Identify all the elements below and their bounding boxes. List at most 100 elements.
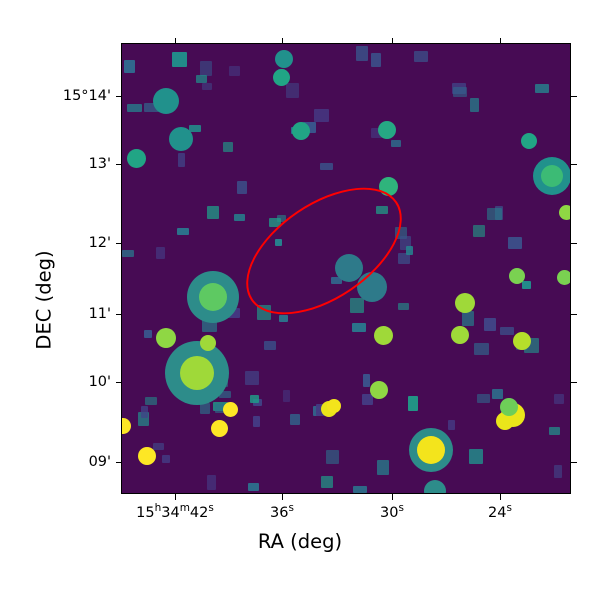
background-pixel (264, 341, 276, 350)
y-axis-label: DEC (deg) (32, 250, 56, 350)
source-marker (292, 122, 310, 140)
source-marker (275, 50, 293, 68)
background-pixel (153, 443, 164, 450)
y-axis-tick-label: 15°14' (62, 87, 111, 104)
background-pixel (331, 277, 342, 284)
y-axis-tick-label: 09' (88, 453, 111, 470)
y-axis-tick-label: 12' (88, 234, 111, 251)
source-marker (424, 480, 446, 493)
source-marker (200, 335, 216, 351)
background-pixel (207, 475, 216, 490)
x-axis-tick (500, 494, 502, 500)
y-axis-tick-right (571, 382, 577, 384)
source-marker (378, 176, 398, 196)
background-pixel (145, 397, 157, 405)
background-pixel (200, 403, 210, 414)
background-pixel (377, 460, 389, 475)
background-pixel (202, 83, 212, 90)
background-pixel (362, 394, 373, 405)
source-marker (451, 326, 469, 344)
background-pixel (398, 303, 409, 310)
background-pixel (408, 396, 418, 411)
source-marker (327, 399, 341, 413)
y-axis-tick (115, 243, 121, 245)
y-axis-tick-label: 13' (88, 155, 111, 172)
source-marker (509, 268, 525, 284)
background-pixel (162, 455, 170, 463)
background-pixel (156, 247, 165, 259)
background-pixel (406, 246, 413, 255)
x-axis-tick-top (500, 37, 502, 43)
source-marker (556, 269, 570, 285)
y-axis-tick-right (571, 314, 577, 316)
background-pixel (250, 395, 259, 403)
background-pixel (549, 427, 560, 435)
source-marker (180, 356, 214, 390)
source-marker (373, 325, 393, 345)
background-pixel (200, 61, 212, 76)
y-axis-tick (115, 382, 121, 384)
background-pixel (321, 476, 333, 488)
background-pixel (248, 483, 259, 491)
y-axis-tick-right (571, 96, 577, 98)
background-pixel (178, 153, 185, 167)
x-axis-label: RA (deg) (257, 530, 343, 553)
region-overlay-layer (122, 44, 570, 493)
source-marker (222, 401, 238, 417)
background-pixel (352, 323, 366, 332)
background-pixel (398, 253, 410, 264)
x-axis-tick-top (175, 37, 177, 43)
background-pixel (353, 486, 367, 493)
background-pixel (245, 371, 259, 385)
source-marker (496, 412, 514, 430)
region-ellipse (224, 161, 424, 341)
background-pixel (219, 391, 231, 398)
background-pixel (127, 104, 142, 112)
background-pixel (141, 406, 148, 418)
background-pixel (215, 404, 225, 413)
source-marker (558, 204, 570, 220)
background-pixel (391, 140, 401, 147)
x-axis-tick-label: 30s (380, 502, 404, 521)
source-marker (156, 328, 176, 348)
background-pixel (376, 206, 388, 214)
source-marker (513, 332, 531, 350)
background-pixel (484, 318, 496, 331)
background-pixel (554, 465, 562, 478)
background-pixel (363, 374, 370, 387)
background-pixel (257, 305, 271, 320)
x-axis-tick-label: 24s (488, 502, 512, 521)
background-pixel (207, 206, 219, 219)
x-axis-tick (392, 494, 394, 500)
background-pixel (189, 125, 201, 132)
source-marker (370, 381, 388, 399)
x-axis-tick-label: 36s (270, 502, 294, 521)
background-pixel (124, 60, 135, 73)
background-pixel (462, 311, 474, 326)
background-pixel (286, 83, 299, 98)
background-pixel (477, 394, 490, 403)
background-pixel (350, 298, 364, 313)
background-pixel (138, 412, 149, 426)
source-marker (455, 293, 475, 313)
source-marker (169, 127, 193, 151)
background-pixel (223, 142, 233, 152)
background-pixel (314, 109, 329, 122)
background-pixel (320, 163, 333, 170)
background-pixel (371, 128, 382, 138)
source-marker (521, 133, 537, 149)
x-axis-tick-top (282, 37, 284, 43)
background-pixel (469, 449, 483, 464)
y-axis-tick-label: 10' (88, 373, 111, 390)
y-axis-tick (115, 164, 121, 166)
plot-area (121, 43, 571, 494)
background-pixel (253, 416, 260, 427)
background-pixel (554, 394, 564, 404)
y-axis-tick-right (571, 462, 577, 464)
y-axis-tick (115, 314, 121, 316)
background-pixel (144, 330, 152, 338)
sources-layer (122, 44, 570, 493)
source-marker (153, 88, 179, 114)
background-pixel (474, 343, 489, 355)
